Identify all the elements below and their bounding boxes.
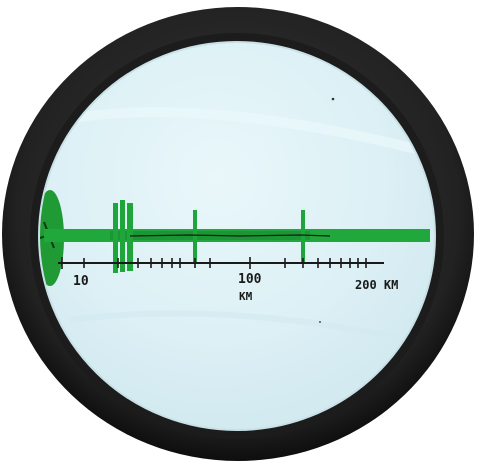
paper-speck bbox=[319, 321, 321, 323]
scale-label-km: KM bbox=[239, 290, 253, 303]
paper-crease bbox=[69, 310, 411, 343]
scale-axis bbox=[58, 257, 384, 269]
green-spike bbox=[127, 203, 133, 271]
ink-line bbox=[129, 234, 331, 237]
paper-crease bbox=[59, 107, 422, 155]
green-spike bbox=[113, 203, 118, 273]
green-spike bbox=[193, 210, 197, 264]
green-spike bbox=[120, 200, 125, 272]
paper-speck bbox=[331, 97, 335, 101]
scale-label-100: 100 bbox=[238, 272, 262, 287]
green-spike bbox=[301, 210, 305, 264]
scale-label-10: 10 bbox=[73, 274, 89, 289]
scale-label-200km: 200 KM bbox=[355, 278, 398, 292]
